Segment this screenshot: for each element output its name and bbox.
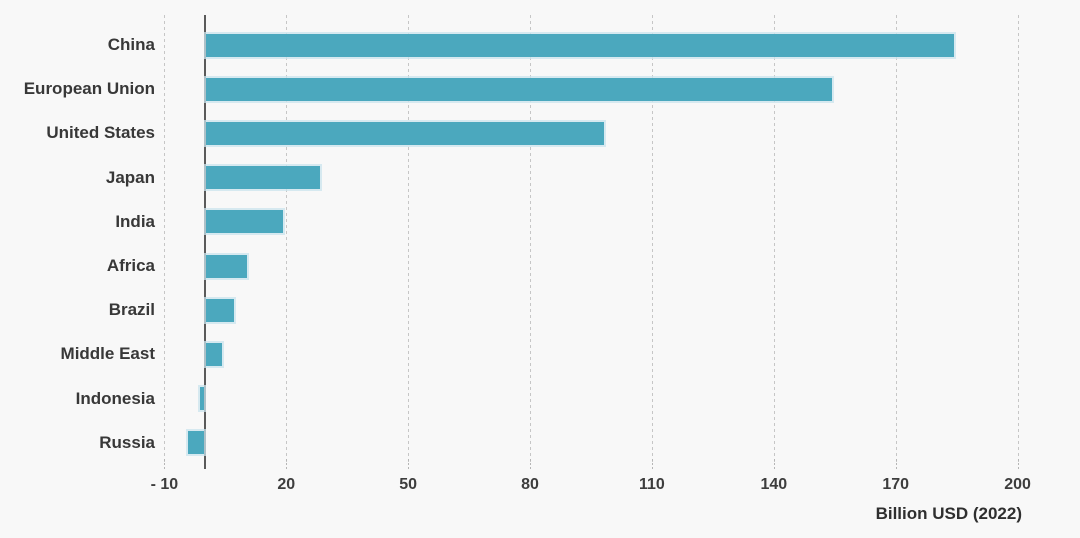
category-label: Japan bbox=[105, 167, 155, 187]
bar-india bbox=[206, 210, 284, 234]
bar-middle-east bbox=[206, 342, 223, 366]
gridline bbox=[651, 15, 653, 463]
category-label: India bbox=[115, 211, 155, 231]
x-axis-label: Billion USD (2022) bbox=[875, 504, 1022, 523]
gridline bbox=[895, 15, 897, 463]
gridline bbox=[1017, 15, 1019, 463]
bar-africa bbox=[206, 254, 247, 278]
gridline bbox=[530, 15, 532, 463]
x-tick-label: - 10 bbox=[150, 476, 179, 493]
gridline bbox=[164, 15, 166, 463]
category-label: Middle East bbox=[60, 344, 155, 364]
axis-tick bbox=[530, 459, 532, 469]
axis-tick bbox=[164, 459, 166, 469]
axis-tick bbox=[651, 459, 653, 469]
gridline bbox=[286, 15, 288, 463]
bar-china bbox=[206, 33, 954, 57]
bar-european-union bbox=[206, 77, 832, 101]
category-label: Africa bbox=[106, 256, 155, 275]
x-tick-label: 80 bbox=[521, 476, 539, 493]
bar-indonesia bbox=[199, 387, 204, 411]
axis-tick bbox=[408, 459, 410, 469]
category-label: United States bbox=[46, 123, 155, 143]
x-tick-label: 50 bbox=[399, 476, 418, 493]
zero-axis-line bbox=[204, 15, 206, 469]
bar-united-states bbox=[206, 121, 605, 145]
bar-japan bbox=[206, 166, 320, 190]
category-label: Russia bbox=[99, 432, 155, 452]
x-tick-label: 110 bbox=[639, 476, 665, 493]
gridline bbox=[408, 15, 410, 463]
x-tick-label: 20 bbox=[277, 476, 296, 493]
axis-tick bbox=[286, 459, 288, 469]
category-label: China bbox=[107, 35, 155, 54]
x-tick-label: 170 bbox=[882, 476, 910, 493]
category-label: European Union bbox=[23, 79, 155, 99]
axis-tick bbox=[773, 459, 775, 469]
x-tick-label: 200 bbox=[1004, 476, 1031, 493]
category-label: Brazil bbox=[108, 300, 155, 320]
bar-russia bbox=[187, 431, 204, 455]
axis-tick bbox=[895, 459, 897, 469]
gridline bbox=[773, 15, 775, 463]
axis-tick bbox=[1017, 459, 1019, 469]
bar-brazil bbox=[206, 298, 235, 322]
category-label: Indonesia bbox=[75, 388, 155, 408]
x-tick-label: 140 bbox=[760, 476, 788, 493]
